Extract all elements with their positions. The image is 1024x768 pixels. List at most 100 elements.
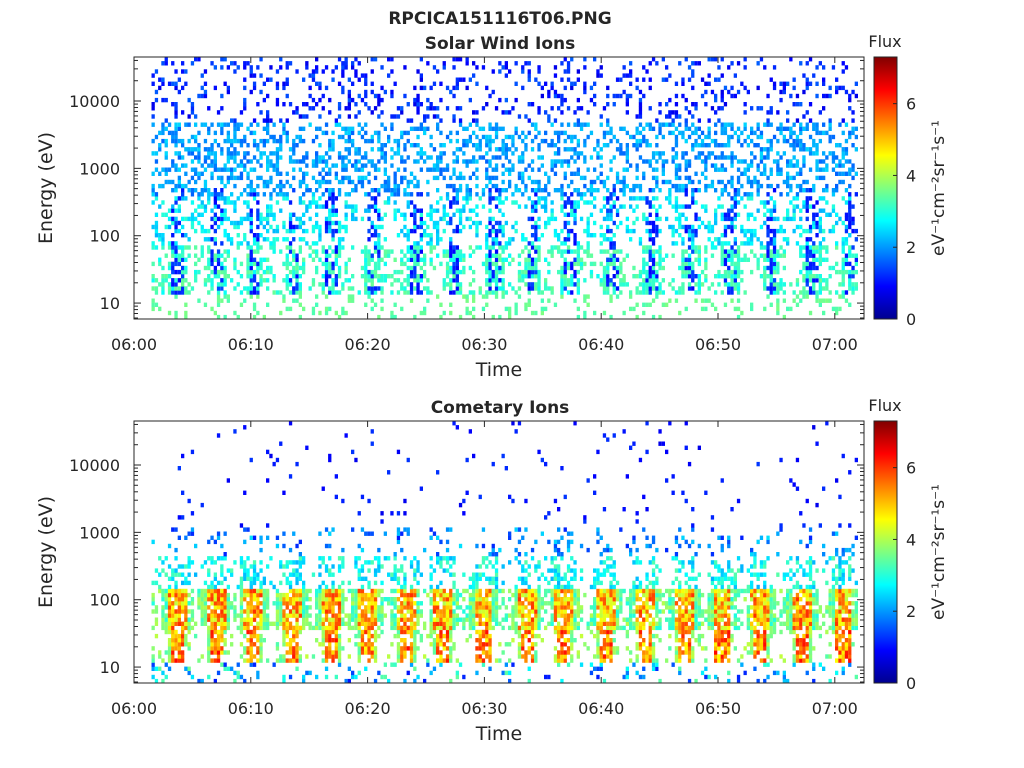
spectrogram-cell [334, 278, 338, 283]
spectrogram-cell [498, 245, 502, 250]
spectrogram-cell [632, 220, 636, 226]
spectrogram-cell [190, 597, 195, 602]
spectrogram-cell [200, 605, 204, 610]
spectrogram-cell [808, 269, 813, 275]
spectrogram-cell [596, 151, 600, 156]
spectrogram-cell [769, 106, 773, 111]
spectrogram-cell [818, 298, 822, 303]
spectrogram-cell [504, 196, 508, 201]
spectrogram-cell [717, 65, 721, 70]
spectrogram-cell [194, 134, 198, 140]
spectrogram-cell [557, 237, 561, 242]
spectrogram-cell [573, 81, 577, 86]
spectrogram-cell [161, 61, 165, 66]
spectrogram-cell [210, 216, 214, 222]
spectrogram-cell [665, 179, 669, 185]
spectrogram-cell [727, 155, 731, 160]
spectrogram-cell [854, 282, 858, 287]
spectrogram-cell [462, 257, 466, 262]
spectrogram-cell [403, 216, 407, 222]
spectrogram-cell [452, 118, 456, 123]
spectrogram-cell [491, 183, 495, 189]
spectrogram-cell [537, 147, 541, 152]
spectrogram-cell [174, 196, 178, 201]
spectrogram-cell [328, 155, 332, 160]
spectrogram-cell [455, 192, 459, 197]
spectrogram-cell [534, 77, 538, 82]
spectrogram-cell [230, 151, 234, 156]
spectrogram-cell [458, 122, 463, 127]
spectrogram-cell [190, 102, 195, 107]
spectrogram-cell [576, 245, 580, 250]
spectrogram-cell [743, 102, 747, 107]
spectrogram-cell [285, 196, 289, 201]
spectrogram-cell [475, 228, 479, 234]
spectrogram-cell [419, 147, 423, 152]
spectrogram-cell [171, 576, 175, 581]
spectrogram-cell [563, 269, 567, 275]
spectrogram-cell [537, 106, 541, 111]
spectrogram-cell [207, 192, 211, 197]
spectrogram-cell [207, 155, 211, 160]
spectrogram-cell [786, 208, 790, 213]
spectrogram-cell [851, 126, 855, 131]
spectrogram-cell [220, 65, 224, 70]
spectrogram-cell [629, 228, 633, 234]
spectrogram-cell [743, 85, 747, 91]
spectrogram-cell [579, 106, 584, 111]
spectrogram-cell [544, 110, 548, 115]
spectrogram-cell [557, 134, 561, 140]
spectrogram-cell [772, 282, 777, 287]
spectrogram-cell [468, 159, 472, 164]
spectrogram-cell [226, 478, 230, 483]
spectrogram-cell [606, 269, 610, 275]
spectrogram-cell [746, 257, 750, 262]
spectrogram-cell [485, 138, 489, 144]
spectrogram-cell [537, 282, 541, 287]
spectrogram-cell [452, 85, 456, 91]
spectrogram-cell [164, 650, 168, 655]
spectrogram-cell [190, 216, 195, 222]
spectrogram-cell [730, 196, 734, 201]
spectrogram-cell [746, 134, 750, 140]
spectrogram-cell [416, 179, 420, 185]
spectrogram-cell [458, 220, 463, 226]
spectrogram-cell [612, 241, 616, 246]
spectrogram-cell [252, 261, 257, 267]
spectrogram-cell [354, 73, 358, 78]
spectrogram-cell [393, 192, 397, 197]
spectrogram-cell [750, 179, 754, 185]
spectrogram-cell [825, 282, 829, 287]
spectrogram-cell [812, 126, 816, 131]
spectrogram-cell [390, 282, 394, 287]
spectrogram-cell [233, 138, 237, 144]
spectrogram-cell [171, 588, 175, 594]
spectrogram-cell [449, 245, 453, 250]
spectrogram-cell [259, 265, 263, 271]
spectrogram-cell [746, 228, 750, 234]
spectrogram-cell [720, 93, 724, 99]
spectrogram-cell [174, 601, 178, 606]
spectrogram-cell [416, 159, 420, 164]
spectrogram-cell [799, 245, 803, 250]
spectrogram-cell [730, 85, 734, 91]
spectrogram-cell [691, 278, 695, 283]
spectrogram-cell [210, 224, 214, 230]
spectrogram-cell [508, 314, 512, 320]
spectrogram-cell [586, 302, 590, 307]
spectrogram-cell [177, 253, 181, 258]
spectrogram-cell [674, 134, 679, 140]
spectrogram-cell [298, 114, 302, 119]
spectrogram-cell [413, 97, 417, 103]
spectrogram-cell [799, 183, 803, 189]
spectrogram-cell [449, 175, 453, 181]
spectrogram-cell [838, 269, 842, 275]
spectrogram-cell [203, 179, 208, 185]
spectrogram-cell [318, 171, 322, 176]
spectrogram-cell [184, 290, 188, 295]
spectrogram-cell [494, 147, 499, 152]
spectrogram-cell [625, 183, 629, 189]
spectrogram-cell [642, 265, 646, 271]
spectrogram-cell [668, 179, 672, 185]
spectrogram-cell [674, 138, 679, 144]
